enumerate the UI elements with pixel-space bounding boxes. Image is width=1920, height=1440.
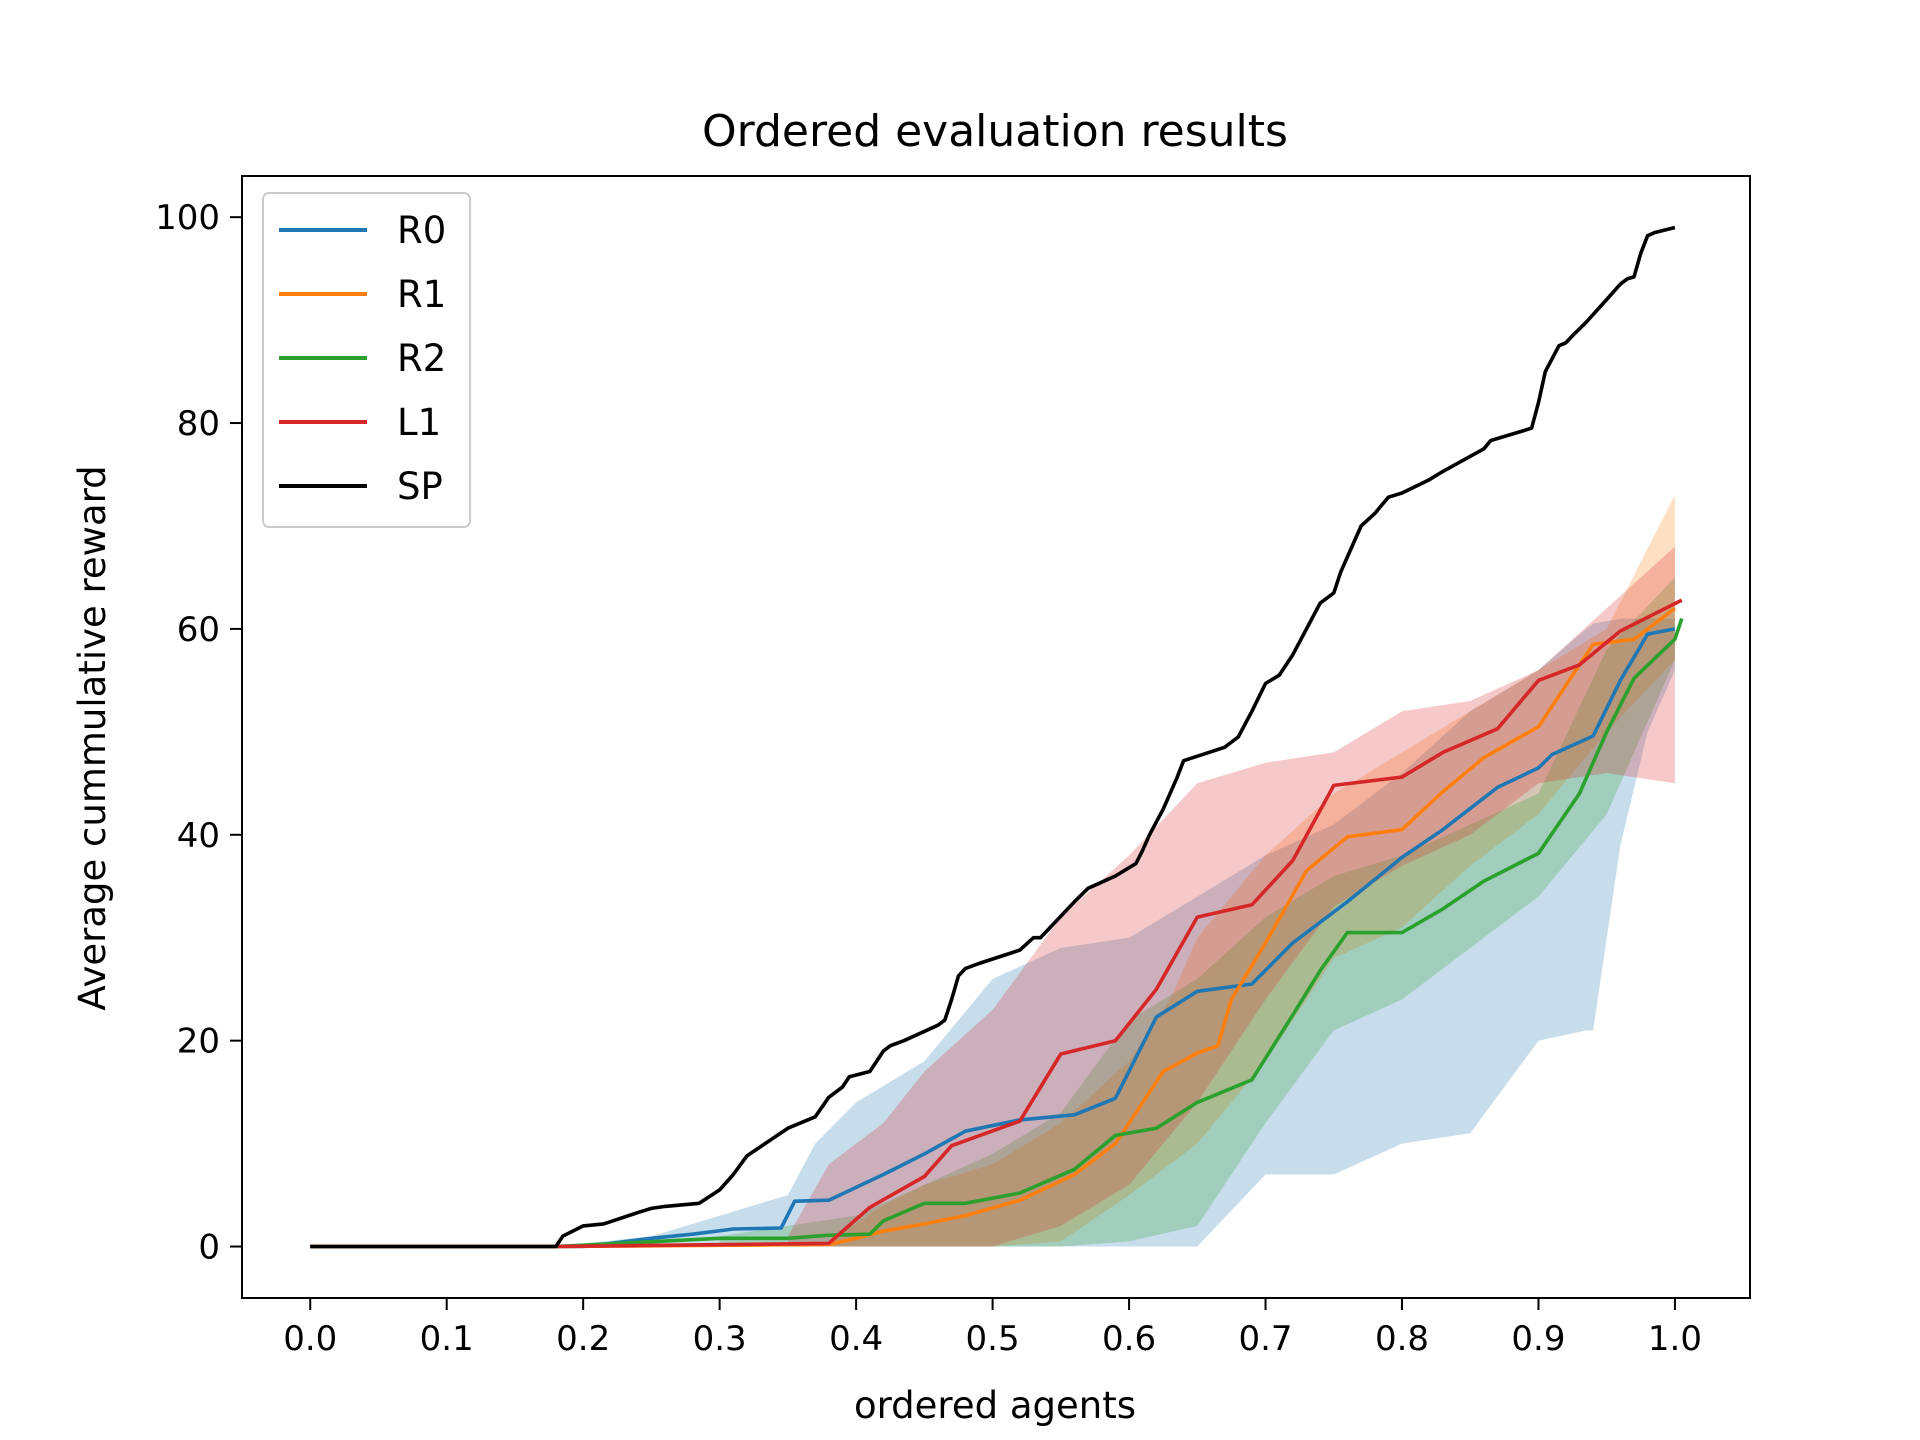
legend-label-r1: R1: [397, 273, 446, 316]
chart-title: Ordered evaluation results: [702, 106, 1288, 157]
x-tick-label: 0.7: [1238, 1319, 1292, 1359]
y-tick-label: 80: [177, 404, 220, 444]
y-tick-label: 20: [177, 1022, 220, 1062]
x-axis-label: ordered agents: [854, 1384, 1136, 1427]
series-lines: [310, 225, 1684, 1249]
x-axis: 0.0 0.1 0.2 0.3 0.4 0.5 0.6 0.7 0.8 0.9 1.0: [283, 1298, 1702, 1359]
x-tick-label: 0.2: [556, 1319, 610, 1359]
series-line-sp: [310, 225, 1676, 1249]
x-tick-label: 0.9: [1511, 1319, 1565, 1359]
band-r2: [719, 577, 1675, 1247]
x-tick-label: 0.8: [1375, 1319, 1429, 1359]
x-tick-label: 0.1: [420, 1319, 474, 1359]
band-r0: [555, 618, 1675, 1247]
y-axis-label: Average cummulative reward: [71, 465, 114, 1010]
y-tick-label: 100: [155, 198, 220, 238]
x-tick-label: 0.6: [1102, 1319, 1156, 1359]
x-tick-label: 0.3: [693, 1319, 747, 1359]
y-tick-label: 60: [177, 610, 220, 650]
x-tick-label: 1.0: [1648, 1319, 1702, 1359]
y-tick-label: 40: [177, 816, 220, 856]
series-line-r2: [310, 618, 1684, 1249]
y-tick-label: 0: [198, 1228, 220, 1268]
x-tick-label: 0.0: [283, 1319, 337, 1359]
x-tick-label: 0.5: [966, 1319, 1020, 1359]
legend-label-r0: R0: [397, 209, 446, 252]
series-line-r1: [310, 606, 1676, 1249]
legend-label-r2: R2: [397, 337, 446, 380]
legend-label-l1: L1: [397, 401, 441, 444]
x-tick-label: 0.4: [829, 1319, 883, 1359]
series-line-r0: [310, 627, 1676, 1249]
plot-frame: [241, 175, 1751, 1299]
band-l1: [787, 546, 1675, 1247]
legend: R0 R1 R2 L1 SP: [262, 192, 471, 528]
legend-label-sp: SP: [397, 465, 443, 508]
series-line-l1: [310, 598, 1683, 1249]
y-axis: 0 20 40 60 80 100: [155, 198, 242, 1268]
confidence-bands: [555, 495, 1675, 1247]
